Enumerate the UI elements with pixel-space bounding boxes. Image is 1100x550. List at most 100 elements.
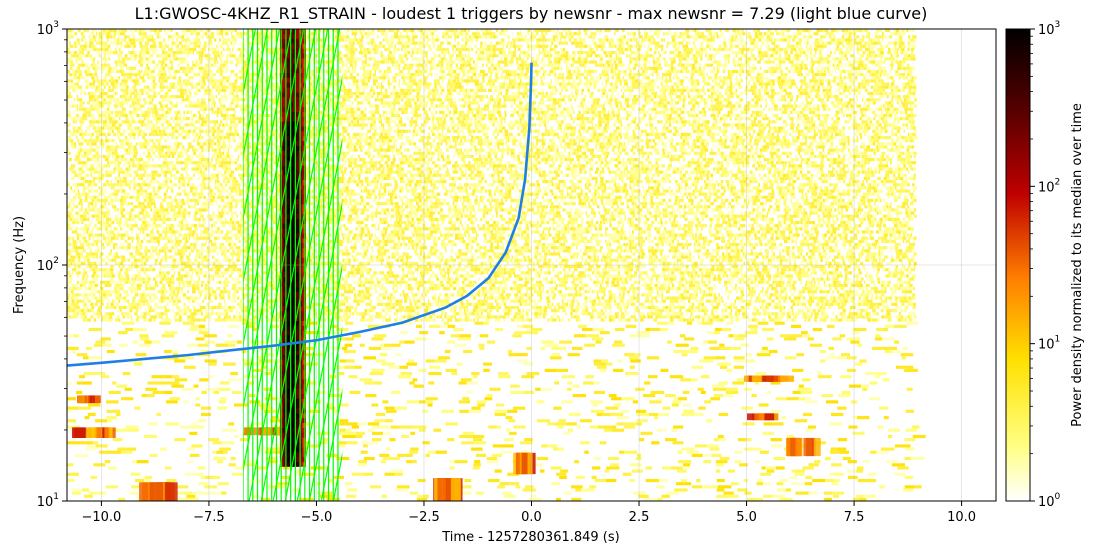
spectrogram-cell bbox=[738, 438, 746, 442]
spectrogram-cell bbox=[808, 305, 812, 310]
spectrogram-cell bbox=[156, 290, 159, 294]
spectrogram-cell bbox=[668, 302, 672, 306]
spectrogram-cell bbox=[564, 491, 572, 495]
spectrogram-cell bbox=[103, 274, 106, 278]
spectrogram-cell bbox=[655, 315, 657, 319]
spectrogram-cell bbox=[81, 299, 85, 303]
spectrogram-cell bbox=[206, 280, 211, 284]
spectrogram-cell bbox=[466, 290, 468, 294]
spectrogram-cell bbox=[259, 287, 263, 291]
spectrogram-cell bbox=[491, 265, 494, 269]
spectrogram-cell bbox=[598, 274, 603, 278]
spectrogram-cell bbox=[259, 312, 261, 316]
spectrogram-cell bbox=[636, 453, 642, 457]
spectrogram-cell bbox=[556, 368, 568, 372]
spectrogram-cell bbox=[605, 406, 619, 410]
spectrogram-cell bbox=[527, 293, 532, 297]
spectrogram-cell bbox=[406, 309, 410, 313]
spectrogram-cell bbox=[212, 475, 221, 479]
spectrogram-cell bbox=[691, 265, 695, 269]
spectrogram-cell bbox=[152, 268, 156, 272]
spectrogram-cell bbox=[902, 265, 906, 269]
spectrogram-cell bbox=[699, 305, 704, 310]
spectrogram-cell bbox=[513, 425, 526, 429]
spectrogram-cell bbox=[311, 274, 313, 278]
spectrogram-cell bbox=[134, 287, 138, 291]
spectrogram-cell bbox=[552, 318, 556, 322]
spectrogram-cell bbox=[460, 293, 462, 297]
spectrogram-cell bbox=[877, 318, 880, 322]
spectrogram-cell bbox=[146, 312, 151, 316]
spectrogram-cell bbox=[621, 287, 623, 291]
spectrogram-cell bbox=[379, 293, 381, 297]
spectrogram-cell bbox=[364, 312, 368, 316]
spectrogram-cell bbox=[196, 312, 200, 316]
spectrogram-cell bbox=[319, 265, 322, 269]
spectrogram-cell bbox=[647, 299, 649, 303]
spectrogram-cell bbox=[442, 287, 445, 291]
spectrogram-cell bbox=[888, 434, 893, 439]
spectrogram-cell bbox=[71, 271, 74, 275]
spectrogram-cell bbox=[144, 340, 152, 344]
spectrogram-cell bbox=[685, 290, 689, 294]
spectrogram-cell bbox=[72, 309, 75, 313]
spectrogram-cell bbox=[386, 318, 390, 322]
spectrogram-cell bbox=[345, 321, 354, 325]
spectrogram-cell bbox=[159, 321, 171, 325]
spectrogram-cell bbox=[94, 283, 99, 288]
spectrogram-cell bbox=[158, 299, 162, 303]
spectrogram-cell bbox=[568, 287, 573, 291]
spectrogram-cell bbox=[904, 280, 908, 284]
spectrogram-cell bbox=[490, 277, 493, 281]
spectrogram-cell bbox=[775, 466, 785, 470]
spectrogram-cell bbox=[801, 309, 804, 313]
spectrogram-cell bbox=[73, 287, 77, 291]
spectrogram-cell bbox=[227, 315, 231, 319]
spectrogram-cell bbox=[772, 422, 784, 426]
spectrogram-cell bbox=[657, 290, 659, 294]
spectrogram-cell bbox=[260, 406, 272, 410]
spectrogram-cell bbox=[316, 491, 323, 495]
spectrogram-cell bbox=[480, 271, 484, 275]
spectrogram-cell bbox=[253, 422, 264, 426]
spectrogram-cell bbox=[478, 271, 481, 275]
spectrogram-cell bbox=[907, 265, 910, 269]
spectrogram-cell bbox=[77, 268, 80, 272]
spectrogram-cell bbox=[610, 274, 612, 278]
spectrogram-cell bbox=[195, 283, 200, 288]
spectrogram-cell bbox=[774, 315, 778, 319]
spectrogram-cell bbox=[154, 277, 157, 281]
spectrogram-cell bbox=[277, 274, 281, 278]
spectrogram-cell bbox=[700, 309, 703, 313]
spectrogram-cell bbox=[112, 299, 114, 303]
spectrogram-cell bbox=[407, 283, 411, 288]
spectrogram-cell bbox=[667, 315, 671, 319]
spectrogram-cell bbox=[757, 321, 769, 325]
spectrogram-cell bbox=[106, 318, 109, 322]
spectrogram-cell bbox=[444, 293, 449, 297]
spectrogram-cell bbox=[792, 287, 796, 291]
spectrogram-cell bbox=[891, 463, 906, 467]
spectrogram-cell bbox=[653, 318, 658, 322]
spectrogram-cell bbox=[348, 375, 358, 379]
spectrogram-cell bbox=[137, 302, 139, 306]
spectrogram-cell bbox=[495, 290, 499, 294]
spectrogram-cell bbox=[503, 274, 505, 278]
spectrogram-cell bbox=[884, 324, 894, 328]
spectrogram-cell bbox=[314, 293, 318, 297]
spectrogram-cell bbox=[706, 287, 710, 291]
spectrogram-cell bbox=[452, 283, 454, 288]
spectrogram-cell bbox=[602, 302, 607, 306]
spectrogram-cell bbox=[825, 299, 829, 303]
spectrogram-cell bbox=[823, 268, 827, 272]
spectrogram-cell bbox=[582, 271, 584, 275]
spectrogram-cell bbox=[218, 274, 220, 278]
spectrogram-cell bbox=[891, 349, 902, 354]
spectrogram-cell bbox=[417, 287, 420, 291]
spectrogram-cell bbox=[631, 469, 643, 473]
spectrogram-cell bbox=[478, 302, 482, 306]
spectrogram-cell bbox=[215, 293, 217, 297]
spectrogram-cell bbox=[69, 274, 72, 278]
spectrogram-cell bbox=[726, 368, 733, 372]
spectrogram-cell bbox=[78, 309, 81, 313]
